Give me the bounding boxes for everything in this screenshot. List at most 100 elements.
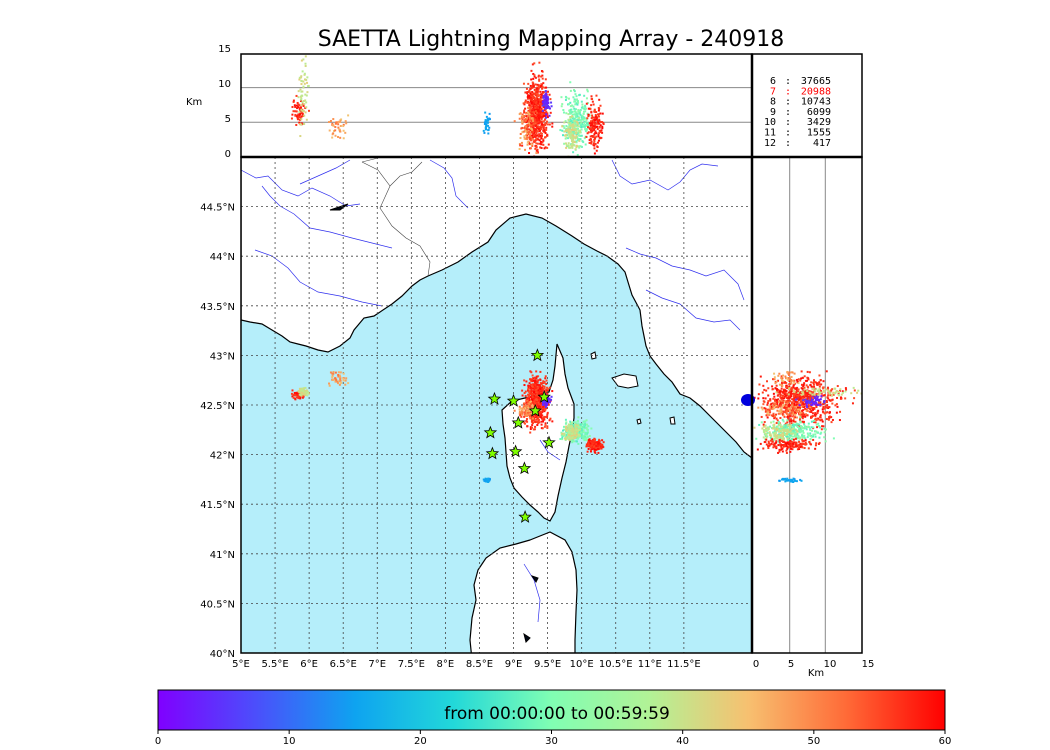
hourly-count-row: 12: 417 bbox=[764, 138, 831, 149]
longitude-tick-label: 11.5°E bbox=[667, 659, 701, 670]
right-tick-label: 15 bbox=[862, 659, 875, 670]
hourly-count-panel: 6:376657:209888:107439:609910:342911:155… bbox=[751, 53, 863, 158]
altitude-tick-label: 10 bbox=[218, 79, 231, 90]
hourly-count-row: 6:37665 bbox=[770, 76, 831, 87]
longitude-tick-label: 11°E bbox=[638, 659, 662, 670]
count-hour: 12 bbox=[764, 138, 776, 149]
count-hour: 7 bbox=[770, 86, 776, 97]
time-colorbar: from 00:00:00 to 00:59:59 0 10 20 30 40 50 60 bbox=[155, 689, 952, 747]
station-star-icon bbox=[483, 425, 498, 439]
right-tick-label: 10 bbox=[824, 659, 837, 670]
latitude-tick-label: 41.5°N bbox=[200, 500, 235, 511]
hourly-count-list: 6:376657:209888:107439:609910:342911:155… bbox=[764, 76, 831, 149]
map-graticule bbox=[241, 157, 752, 653]
count-hour: 9 bbox=[770, 107, 776, 118]
station-star-icon bbox=[517, 461, 532, 475]
station-star-icon bbox=[537, 389, 551, 403]
longitude-tick-label: 10°E bbox=[570, 659, 594, 670]
count-separator: : bbox=[785, 128, 791, 139]
colorbar-ticks: 0 10 20 30 40 50 60 bbox=[155, 730, 952, 747]
colorbar-tick-label: 50 bbox=[807, 736, 820, 747]
altitude-tick-label: 0 bbox=[225, 149, 231, 160]
count-hour: 11 bbox=[764, 128, 776, 139]
altitude-tick-label: 5 bbox=[225, 114, 231, 125]
count-separator: : bbox=[785, 76, 791, 87]
count-hour: 8 bbox=[770, 97, 776, 108]
count-separator: : bbox=[785, 138, 791, 149]
longitude-tick-label: 5.5°E bbox=[261, 659, 288, 670]
longitude-tick-label: 9°E bbox=[505, 659, 523, 670]
latitude-tick-label: 43°N bbox=[210, 351, 235, 362]
lake bbox=[523, 632, 531, 643]
count-value: 37665 bbox=[801, 76, 831, 87]
hourly-count-row: 8:10743 bbox=[770, 97, 831, 108]
hourly-count-row: 11: 1555 bbox=[764, 128, 831, 139]
longitude-tick-label: 6°E bbox=[300, 659, 318, 670]
longitude-tick-label: 9.5°E bbox=[534, 659, 561, 670]
latitude-tick-label: 44.5°N bbox=[200, 203, 235, 214]
station-star-icon bbox=[528, 403, 543, 417]
longitude-tick-label: 8°E bbox=[437, 659, 455, 670]
right-axis-label: Km bbox=[808, 668, 824, 679]
lake bbox=[530, 575, 539, 583]
mainland-coast bbox=[241, 157, 752, 459]
colorbar-gradient bbox=[157, 689, 946, 731]
longitude-tick-label: 7°E bbox=[368, 659, 386, 670]
altitude-longitude-panel: Km 0 5 10 15 bbox=[186, 44, 753, 160]
latitude-tick-labels: 40°N 40.5°N 41°N 41.5°N 42°N 42.5°N 43°N 43.5°N… bbox=[200, 203, 235, 660]
colorbar-tick-label: 30 bbox=[545, 736, 558, 747]
count-value: 417 bbox=[813, 138, 831, 149]
colorbar-tick-label: 40 bbox=[676, 736, 689, 747]
altitude-gridlines bbox=[241, 87, 752, 123]
hourly-count-row: 7:20988 bbox=[770, 86, 831, 97]
station-star-icon bbox=[518, 509, 532, 523]
count-value: 20988 bbox=[801, 86, 831, 97]
latitude-tick-label: 42.5°N bbox=[200, 401, 235, 412]
longitude-tick-label: 5°E bbox=[232, 659, 250, 670]
count-hour: 10 bbox=[764, 117, 776, 128]
latitude-tick-label: 40°N bbox=[210, 649, 235, 660]
latitude-tick-label: 40.5°N bbox=[200, 599, 235, 610]
colorbar-tick-label: 20 bbox=[414, 736, 427, 747]
colorbar-tick-label: 10 bbox=[283, 736, 296, 747]
altitude-tick-label: 15 bbox=[218, 44, 231, 55]
count-value: 1555 bbox=[807, 128, 831, 139]
count-separator: : bbox=[785, 117, 791, 128]
station-star-icon bbox=[511, 415, 526, 429]
longitude-tick-label: 7.5°E bbox=[398, 659, 425, 670]
station-star-icon bbox=[542, 435, 556, 449]
sardinia-island bbox=[469, 531, 578, 653]
latitude-tick-label: 43.5°N bbox=[200, 302, 235, 313]
colorbar-label: from 00:00:00 to 00:59:59 bbox=[444, 704, 670, 724]
count-separator: : bbox=[785, 107, 791, 118]
count-value: 3429 bbox=[807, 117, 831, 128]
station-star-icon bbox=[530, 348, 545, 362]
lma-stations bbox=[483, 348, 556, 523]
longitude-tick-label: 10.5°E bbox=[599, 659, 633, 670]
right-tick-label: 5 bbox=[788, 659, 794, 670]
latitude-tick-label: 42°N bbox=[210, 451, 235, 462]
hourly-count-row: 9: 6099 bbox=[770, 107, 831, 118]
altitude-latitude-panel: 0 5 10 15 Km bbox=[741, 156, 875, 679]
station-star-icon bbox=[485, 446, 500, 460]
count-value: 6099 bbox=[807, 107, 831, 118]
right-tick-label: 0 bbox=[753, 659, 759, 670]
corsica-island bbox=[501, 343, 575, 522]
longitude-tick-label: 8.5°E bbox=[466, 659, 493, 670]
count-separator: : bbox=[785, 97, 791, 108]
giglio-island bbox=[669, 416, 676, 425]
longitude-tick-labels: 5°E 5.5°E 6°E 6.5°E 7°E 7.5°E 8°E 8.5°E 9°E 9.5°E… bbox=[232, 659, 701, 670]
hourly-count-row: 10: 3429 bbox=[764, 117, 831, 128]
colorbar-tick-label: 60 bbox=[939, 736, 952, 747]
station-star-icon bbox=[487, 391, 502, 405]
count-value: 10743 bbox=[801, 97, 831, 108]
colorbar-tick-label: 0 bbox=[155, 736, 161, 747]
lake bbox=[329, 203, 349, 211]
altitude-longitude-sources bbox=[290, 55, 605, 157]
longitude-tick-label: 6.5°E bbox=[330, 659, 357, 670]
elba-island bbox=[611, 373, 639, 389]
station-star-icon bbox=[506, 393, 521, 407]
montecristo-island bbox=[636, 418, 642, 425]
figure-title: SAETTA Lightning Mapping Array - 240918 bbox=[318, 27, 785, 52]
